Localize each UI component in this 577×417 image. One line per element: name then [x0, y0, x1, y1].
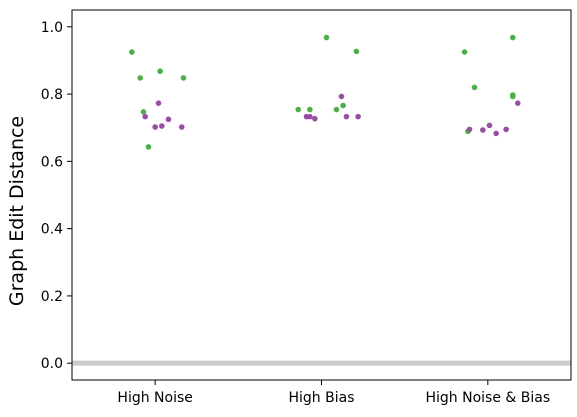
data-point [480, 127, 486, 133]
data-point [178, 124, 185, 130]
y-tick-label: 0.6 [41, 154, 63, 170]
data-point [142, 113, 148, 120]
data-point [340, 102, 346, 109]
data-point [338, 93, 345, 100]
plot-frame [71, 9, 572, 381]
y-tick-label: 0.8 [41, 87, 63, 103]
data-point [486, 122, 493, 129]
data-point [493, 130, 499, 137]
data-point [159, 123, 165, 129]
data-point [140, 109, 147, 115]
axes-layer: 0.0 0.2 0.4 0.6 0.8 1.0 High Noise High Bias Hig… [41, 9, 572, 406]
x-tick-label: High Noise & Bias [426, 390, 551, 406]
y-tick-label: 1.0 [41, 20, 63, 36]
data-point [137, 75, 143, 81]
data-point [514, 100, 521, 106]
data-point [323, 34, 330, 41]
data-point [461, 49, 468, 55]
data-point [165, 116, 172, 123]
data-point [145, 144, 152, 150]
data-point [466, 126, 473, 133]
data-point [509, 34, 516, 41]
data-point [509, 93, 516, 100]
data-points-layer [129, 34, 521, 150]
data-point [307, 113, 313, 120]
data-point [343, 113, 350, 120]
data-point [471, 84, 478, 91]
data-point [307, 106, 313, 113]
data-point [353, 48, 360, 55]
y-tick-label: 0.2 [41, 289, 63, 305]
y-tick-label: 0.4 [41, 222, 63, 238]
y-axis-title: Graph Edit Distance [6, 116, 28, 306]
data-point [503, 126, 509, 133]
data-point [152, 124, 158, 130]
data-point [129, 49, 135, 55]
data-point [155, 100, 162, 106]
data-point [355, 113, 361, 120]
data-point [312, 115, 318, 122]
data-point [333, 106, 340, 113]
x-tick-label: High Bias [289, 390, 355, 406]
y-tick-label: 0.0 [41, 356, 63, 372]
x-tick-label: High Noise [117, 390, 192, 406]
data-point [180, 75, 187, 81]
data-point [295, 106, 302, 113]
data-point [157, 68, 163, 75]
